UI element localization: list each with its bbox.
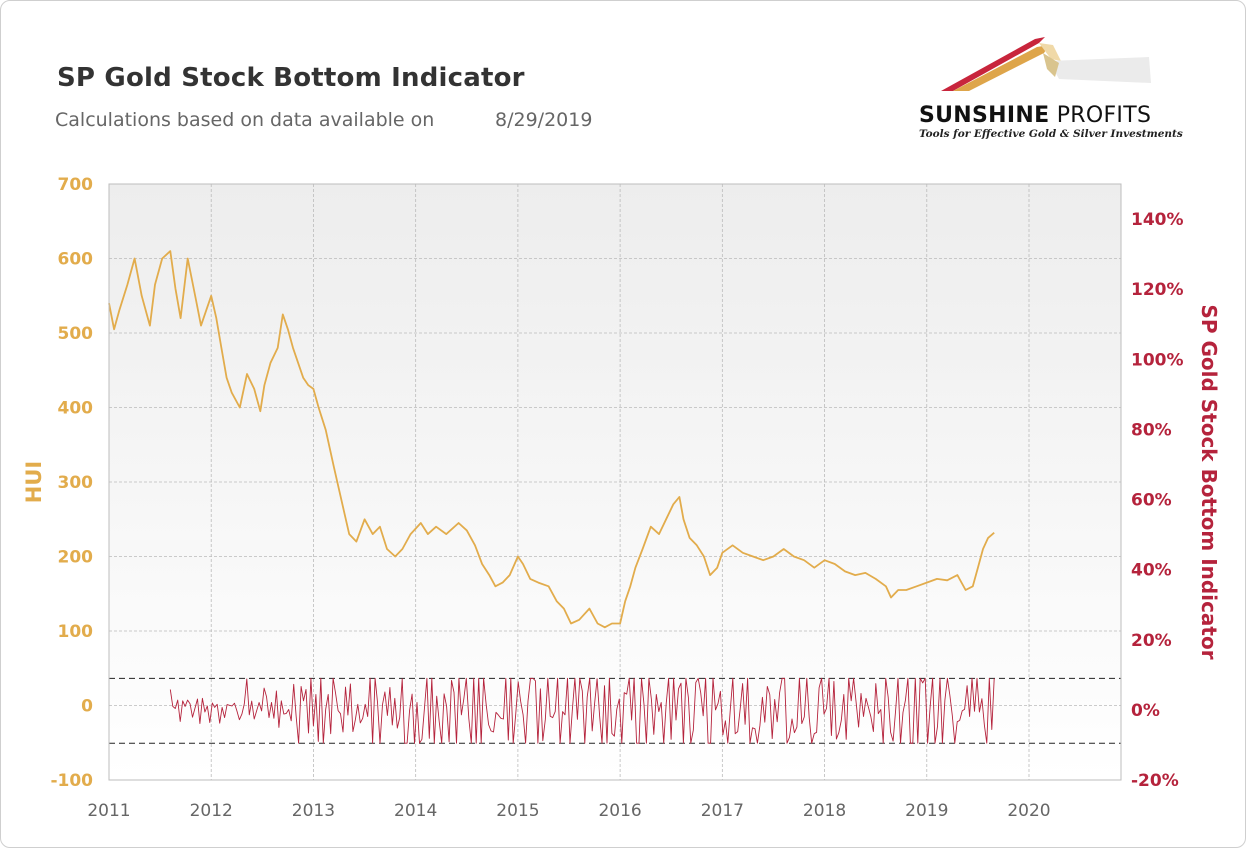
hui-series-line (108, 250, 995, 629)
right-axis-tick-label: 120% (1131, 280, 1184, 300)
sunshine-profits-logo: SUNSHINE PROFITS Tools for Effective Gol… (913, 31, 1183, 143)
plot-border (108, 183, 1122, 781)
right-axis-tick-label: 0% (1131, 701, 1160, 721)
x-axis-tick-label: 2015 (496, 801, 539, 821)
x-axis-tick-label: 2019 (905, 801, 948, 821)
right-axis-tick-label: 60% (1131, 491, 1172, 511)
x-axis-tick-label: 2013 (292, 801, 335, 821)
x-axis-tick-label: 2018 (803, 801, 846, 821)
x-axis-tick-label: 2016 (598, 801, 641, 821)
left-axis-tick-label: -100 (50, 771, 93, 791)
left-axis-tick-label: 500 (58, 324, 94, 344)
right-axis-tick-label: 40% (1131, 561, 1172, 581)
left-axis-title: HUI (22, 461, 46, 503)
left-axis-tick-label: 300 (58, 473, 94, 493)
x-axis-tick-label: 2014 (394, 801, 437, 821)
logo-name: SUNSHINE PROFITS (919, 103, 1151, 128)
left-axis-tick-label: 400 (58, 399, 94, 419)
left-axis-tick-label: 0 (81, 697, 93, 717)
logo-name-bold: SUNSHINE (919, 103, 1050, 128)
logo-swoosh-icon (941, 37, 1151, 91)
right-axis-tick-label: 140% (1131, 210, 1184, 230)
x-axis-tick-label: 2011 (87, 801, 130, 821)
x-axis-tick-label: 2012 (190, 801, 233, 821)
right-axis-tick-label: 80% (1131, 420, 1172, 440)
right-axis-title: SP Gold Stock Bottom Indicator (1197, 304, 1221, 659)
chart-subtitle: Calculations based on data available on (55, 109, 435, 131)
logo-name-light: PROFITS (1049, 103, 1152, 128)
grid-lines (109, 184, 1121, 780)
left-axis-tick-label: 600 (58, 250, 94, 270)
x-axis-tick-label: 2017 (701, 801, 744, 821)
x-axis-tick-label: 2020 (1007, 801, 1050, 821)
left-axis-tick-label: 700 (58, 175, 94, 195)
right-axis-tick-label: -20% (1131, 771, 1179, 791)
axes: -100 0 100 200 300 400 500 600 700 -20% 0% 20% 40% 60… (50, 175, 1183, 821)
data-date: 8/29/2019 (495, 109, 593, 131)
right-axis-tick-label: 20% (1131, 631, 1172, 651)
logo-tagline: Tools for Effective Gold & Silver Invest… (919, 128, 1183, 140)
right-axis-tick-label: 100% (1131, 350, 1184, 370)
chart-title: SP Gold Stock Bottom Indicator (57, 63, 525, 93)
left-axis-tick-label: 100 (58, 622, 94, 642)
indicator-series-line (169, 677, 995, 744)
series-layer (108, 250, 1121, 744)
left-axis-tick-label: 200 (58, 548, 94, 568)
